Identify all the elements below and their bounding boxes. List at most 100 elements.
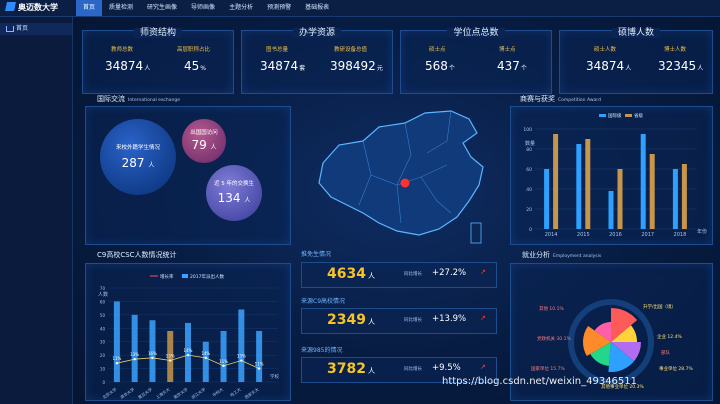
main-nav: 首页 质量检测 研究生画像 导师画像 主题分析 预测预警 基础报表 [76,0,336,16]
nav-tab-home[interactable]: 首页 [76,0,103,16]
point-label: 13% [237,354,246,359]
employment-label: 其他 10.1% [539,305,564,312]
point-label: 14% [201,351,210,356]
y-tick-label: 0 [529,227,532,233]
y-tick-label: 50 [100,313,106,318]
bubble-value: 79 人 [191,138,217,152]
kpi-card-resources: 办学资源 图书总量 教研设备总值 34874套 398492元 [241,28,393,94]
nav-tab-topic-analysis[interactable]: 主题分析 [229,4,254,11]
bubble-label: 出国国访问 [190,130,218,136]
china-map[interactable] [301,105,513,253]
nav-tab-forecast[interactable]: 预测预警 [267,4,292,11]
nav-tab-reports[interactable]: 基础报表 [305,4,330,11]
kpi-value: 45% [184,59,206,73]
c9-title: C9高校CSC人数情况统计 [97,251,177,259]
sidebar-item-label: 首页 [16,25,29,32]
x-tick-label: 清华大学 [119,386,136,400]
kpi-title: 硕博人数 [560,25,712,38]
employment-label: 事业单位 28.7% [659,365,693,372]
stat-value: 4634 人 [327,266,375,282]
kpi-value: 34874套 [260,59,306,73]
employment-chart[interactable]: 其他 10.1% 升学/出国（境） 党政机关 30.1% 企业 12.4% 部队事业单位… [511,264,712,400]
c9-panel: 增长率 2017年派出人数 人数 学校 0 10 20 30 40 50 60 70 11% 北京大学 13… [85,263,291,401]
map-province-lines [358,110,452,224]
stat-title: 来源985的情况 [301,347,343,354]
rose-segment [594,322,611,342]
stat-percent: +9.5% [432,363,461,373]
kpi-label: 硕士点 [429,47,446,53]
nav-tab-student-profile[interactable]: 研究生画像 [147,4,178,11]
kpi-value: 568个 [425,59,455,73]
x-tick-label: 北京大学 [101,386,118,400]
employment-label: 部队 [661,349,670,356]
nav-tab-tutor-profile[interactable]: 导师画像 [191,4,216,11]
x-tick-label: 2015 [577,232,590,238]
trend-up-icon: ↗ [480,314,486,322]
line-point [151,356,154,360]
y-tick-label: 0 [102,380,105,385]
bar [131,314,138,382]
map-location-marker[interactable] [400,178,410,188]
line-point [240,359,243,362]
y-tick-label: 10 [100,367,106,372]
kpi-value: 34874人 [105,59,151,73]
legend-swatch [625,114,632,117]
line-point [186,353,190,357]
point-label: 16% [148,351,157,356]
legend-label: 2017年派出人数 [190,273,224,280]
y-tick-label: 70 [100,286,106,291]
y-tick-label: 60 [526,167,532,173]
nav-tab-quality[interactable]: 质量检测 [109,4,134,11]
chart-ring [568,299,654,385]
line-point [257,367,261,370]
sidebar-item-home[interactable]: 首页 [0,23,72,35]
y-tick-label: 100 [523,127,532,133]
legend-label: 国际级 [608,112,622,119]
stat-card-c9: 2349 人 同比增长 +13.9% ↗ [301,308,497,334]
trend-up-icon: ↗ [480,363,486,371]
bar [202,341,209,382]
employment-label: 其他事业单位 20.3% [601,383,644,390]
employment-label: 国家单位 15.7% [531,365,565,372]
x-tick-label: 2016 [609,232,622,238]
map-south-sea-inset [470,222,482,244]
stat-value: 2349 人 [327,312,375,328]
outbound-visits-bubble: 出国国访问 79 人 [182,119,226,163]
stat-label: 同比增长 [404,272,422,277]
kpi-value: 34874人 [586,59,632,73]
stat-percent: +13.9% [432,314,467,324]
y-tick-label: 20 [100,353,106,358]
kpi-title: 师资结构 [83,25,233,38]
top-bar: 奥迈数大学 首页 质量检测 研究生画像 导师画像 主题分析 预测预警 基础报表 [0,0,720,17]
app-logo[interactable]: 奥迈数大学 [5,2,58,13]
stat-label: 同比增长 [404,367,422,372]
x-axis-label: 年份 [697,228,707,235]
bar [617,169,623,229]
award-panel: 数量 年份 0 20 40 60 80 100 国际级 省级 2014 2015 2016 2017 201… [510,106,713,245]
x-tick-label: 西安交大 [243,386,260,400]
employment-label: 升学/出国（境） [643,303,676,310]
logo-icon [5,2,16,11]
rose-segment [611,342,641,362]
x-tick-label: 上海交大 [154,386,171,400]
employment-label: 企业 12.4% [657,333,682,340]
kpi-label: 高层职称占比 [177,47,211,53]
y-tick-label: 30 [100,340,106,345]
kpi-label: 硕士人数 [594,47,617,53]
point-label: 11% [219,359,228,364]
kpi-title: 学位点总数 [401,25,551,38]
bar [672,169,678,229]
stat-title: 推免生情况 [301,251,332,258]
bar [576,144,582,229]
exchange-title: 国际交流 International exchange [97,95,180,103]
x-tick-label: 2017 [641,232,654,238]
x-tick-label: 复旦大学 [136,386,153,400]
y-tick-label: 40 [526,187,532,193]
app-name: 奥迈数大学 [18,3,58,12]
y-axis-label: 人数 [98,291,108,298]
x-tick-label: 2018 [674,232,687,238]
exchange-students-bubble: 近 5 年的交换生 134 人 [206,165,262,221]
foreign-students-bubble: 来校外籍学生情况 287 人 [100,119,176,195]
